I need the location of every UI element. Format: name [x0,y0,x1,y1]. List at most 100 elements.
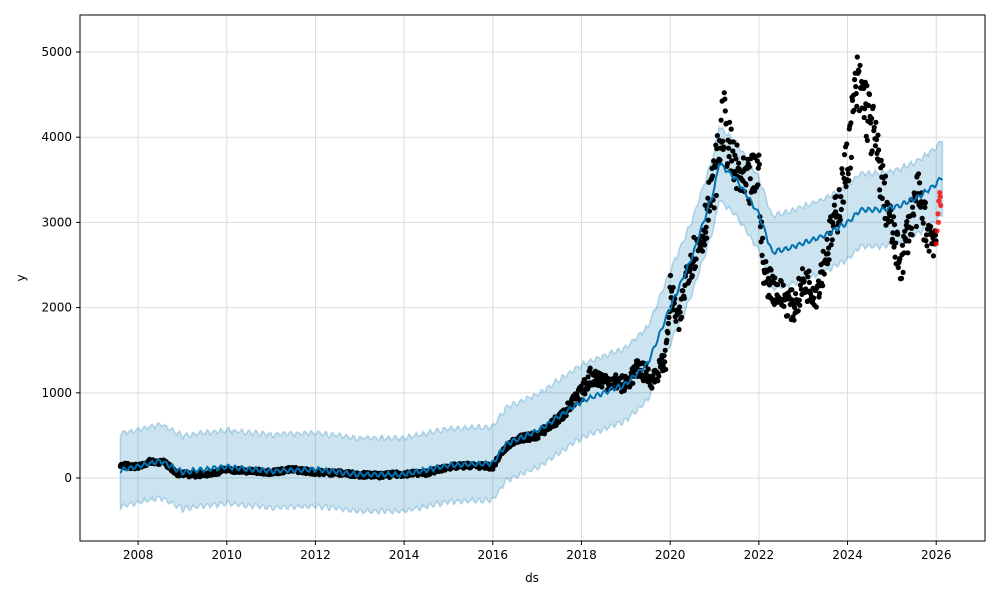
data-point [743,182,749,188]
data-point [714,146,720,152]
data-point [724,161,731,167]
data-point [847,165,854,171]
data-point [747,176,753,182]
data-point [746,164,752,170]
x-tick-label: 2008 [123,548,154,562]
data-point [839,166,845,172]
data-point [913,223,920,230]
data-point [665,320,672,327]
data-point [897,255,903,262]
data-point [599,384,605,390]
data-point [864,137,871,143]
data-point [854,103,860,109]
data-point [680,288,686,294]
data-point [535,435,541,441]
future-data-point [934,228,940,234]
data-point [882,173,889,179]
y-tick-label: 0 [64,471,72,485]
data-point [655,378,661,384]
data-point [702,242,708,248]
data-point [801,278,807,284]
data-point [662,347,668,353]
data-point [926,248,932,254]
x-tick-label: 2012 [300,548,331,562]
data-point [730,139,736,145]
data-point [893,240,899,246]
data-point [866,91,873,98]
data-point [728,126,734,132]
data-point [919,215,925,221]
data-point [630,380,636,386]
data-point [705,217,711,223]
x-tick-label: 2024 [832,548,863,562]
data-point [722,108,728,114]
data-point [740,155,747,161]
data-point [922,200,929,206]
data-point [909,225,915,231]
data-point [585,374,591,380]
y-tick-label: 5000 [41,45,72,59]
x-tick-label: 2026 [921,548,952,562]
data-point [846,178,852,184]
data-point [813,304,819,310]
data-point [666,314,672,321]
data-point [702,202,708,208]
data-point [922,204,928,210]
data-point [778,278,784,284]
data-point [877,187,883,193]
data-point [726,153,732,160]
x-tick-label: 2016 [478,548,509,562]
data-point [796,297,802,303]
data-point [718,117,724,123]
data-point [711,158,717,164]
data-point [856,68,862,74]
data-point [865,102,872,109]
data-point [869,148,875,154]
data-point [881,180,888,186]
data-point [692,264,699,270]
data-point [789,287,795,293]
data-point [703,224,709,230]
data-point [780,282,786,288]
data-point [645,366,651,372]
data-point [768,267,774,273]
data-point [864,83,870,89]
data-point [582,391,588,397]
data-point [840,199,847,205]
data-point [710,173,716,179]
data-point [852,77,858,83]
data-point [755,182,761,188]
data-point [721,90,727,96]
data-point [891,244,897,250]
data-point [901,250,907,256]
data-point [772,275,778,281]
data-point [795,308,801,314]
data-point [843,183,849,190]
data-point [664,337,670,343]
data-point [910,204,916,210]
data-point [781,303,787,309]
data-point [756,161,763,167]
data-point [898,275,905,281]
data-point [693,256,699,262]
data-point [891,222,898,228]
data-point [928,224,934,230]
data-point [677,304,683,310]
data-point [851,107,857,113]
data-point [880,162,886,169]
plot-frame [79,14,986,542]
data-point [662,359,668,365]
data-point [853,84,859,90]
data-point [587,365,593,371]
data-point [869,115,875,122]
data-point [831,202,838,208]
data-point [899,242,906,248]
data-point [816,290,823,297]
y-axis-label: y [14,274,28,281]
data-point [729,158,735,164]
x-tick-label: 2022 [744,548,775,562]
data-point [862,106,868,112]
data-point [727,119,733,125]
x-tick-label: 2018 [566,548,597,562]
